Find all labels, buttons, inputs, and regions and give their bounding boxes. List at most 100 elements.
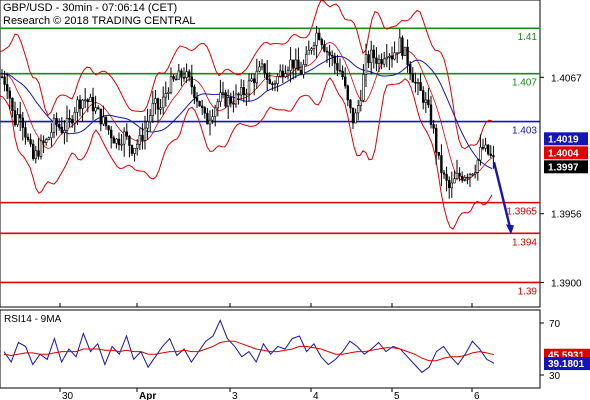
price-tick-label-0: 1.4067 — [551, 73, 582, 84]
candle-body — [263, 63, 266, 74]
candle-body — [195, 97, 199, 102]
candle-body — [372, 49, 375, 59]
candle-body — [281, 70, 284, 78]
bollinger-upper-band — [0, 0, 493, 150]
candle-body — [253, 78, 256, 84]
candle-body — [214, 107, 217, 117]
candle-body — [188, 71, 191, 78]
candle-body — [29, 139, 32, 145]
candle-body — [206, 112, 209, 125]
time-tick-label-5: 6 — [474, 391, 480, 400]
candle-body — [24, 127, 27, 138]
candle-body — [362, 74, 365, 101]
candle-body — [224, 92, 227, 107]
candle-body — [57, 123, 61, 128]
candle-body — [437, 151, 440, 156]
candle-body — [159, 107, 162, 110]
candle-body — [427, 99, 430, 106]
candle-body — [208, 119, 212, 125]
candle-body — [37, 150, 40, 157]
candle-body — [162, 96, 165, 109]
time-tick-label-1: Apr — [139, 391, 156, 400]
rsi-tag-box-1 — [544, 357, 590, 371]
candle-body — [258, 66, 261, 72]
candle-body — [201, 105, 204, 108]
candle-body — [156, 98, 160, 110]
candle-body — [471, 173, 474, 176]
candle-body — [81, 99, 84, 109]
candle-body — [299, 69, 303, 75]
candle-body — [125, 131, 129, 137]
candle-body — [416, 82, 420, 84]
candle-body — [138, 135, 141, 145]
candle-body — [55, 118, 58, 125]
candle-body — [8, 90, 11, 99]
time-tick-label-0: 30 — [62, 391, 74, 400]
time-tick-label-2: 3 — [232, 391, 238, 400]
candle-body — [86, 99, 90, 102]
price-tag-box-2 — [544, 160, 588, 174]
candle-body — [107, 125, 110, 131]
candle-body — [237, 93, 240, 96]
candle-body — [468, 173, 472, 178]
candle-body — [21, 117, 24, 128]
candle-body — [117, 138, 121, 145]
price-tag-label-1: 1.4004 — [548, 148, 579, 159]
candle-body — [104, 116, 108, 127]
candle-body — [445, 173, 448, 181]
time-tick-label-4: 5 — [394, 391, 400, 400]
candle-body — [247, 80, 251, 95]
candle-body — [359, 100, 362, 106]
candle-body — [60, 126, 64, 133]
candle-body — [250, 78, 253, 82]
candle-body — [442, 172, 446, 175]
candle-body — [429, 104, 433, 125]
rsi-lines — [3, 319, 495, 374]
candle-body — [395, 52, 399, 54]
level-label-4: 1.394 — [512, 237, 537, 248]
candle-body — [78, 99, 82, 109]
price-tag-label-0: 1.4019 — [548, 134, 579, 145]
candle-body — [398, 37, 401, 53]
price-tick-label-4: 1.3956 — [551, 210, 582, 221]
candle-body — [0, 76, 4, 79]
candle-body — [364, 54, 368, 75]
candle-body — [377, 59, 381, 64]
candle-body — [450, 182, 453, 189]
candle-body — [146, 121, 149, 129]
candle-body — [50, 132, 53, 139]
rsi-panel-border — [0, 309, 541, 389]
candle-body — [177, 70, 180, 80]
candle-body — [388, 56, 391, 58]
candlesticks — [0, 25, 495, 199]
candle-body — [34, 150, 38, 159]
candle-body — [317, 32, 321, 40]
candle-body — [141, 135, 144, 141]
candle-body — [102, 116, 105, 125]
candle-body — [286, 70, 290, 75]
candle-body — [336, 62, 339, 71]
price-tick-label-5: 1.3900 — [551, 278, 582, 289]
candle-body — [130, 145, 134, 154]
candle-body — [97, 107, 100, 110]
candle-body — [380, 59, 383, 65]
candle-body — [338, 69, 342, 72]
candle-body — [169, 76, 173, 93]
candle-body — [185, 71, 188, 78]
candle-body — [68, 117, 71, 120]
rsi-tick-label-0: 70 — [549, 319, 561, 330]
candle-body — [180, 70, 183, 78]
candle-body — [289, 59, 292, 71]
candle-body — [419, 82, 422, 91]
candle-body — [11, 98, 14, 111]
rsi-tag-label-1: 39.1801 — [548, 359, 585, 370]
candle-body — [346, 85, 349, 101]
price-panel: 1.41 1.407 1.403 1.3965 1.394 1.39 1.4067 1.39… — [0, 0, 588, 308]
price-axis: 1.4067 1.3956 1.3900 1.4019 1.4004 1.3997 — [540, 73, 588, 289]
candle-body — [84, 99, 87, 102]
candle-body — [421, 90, 425, 103]
candle-body — [424, 99, 427, 103]
candle-body — [221, 92, 225, 94]
